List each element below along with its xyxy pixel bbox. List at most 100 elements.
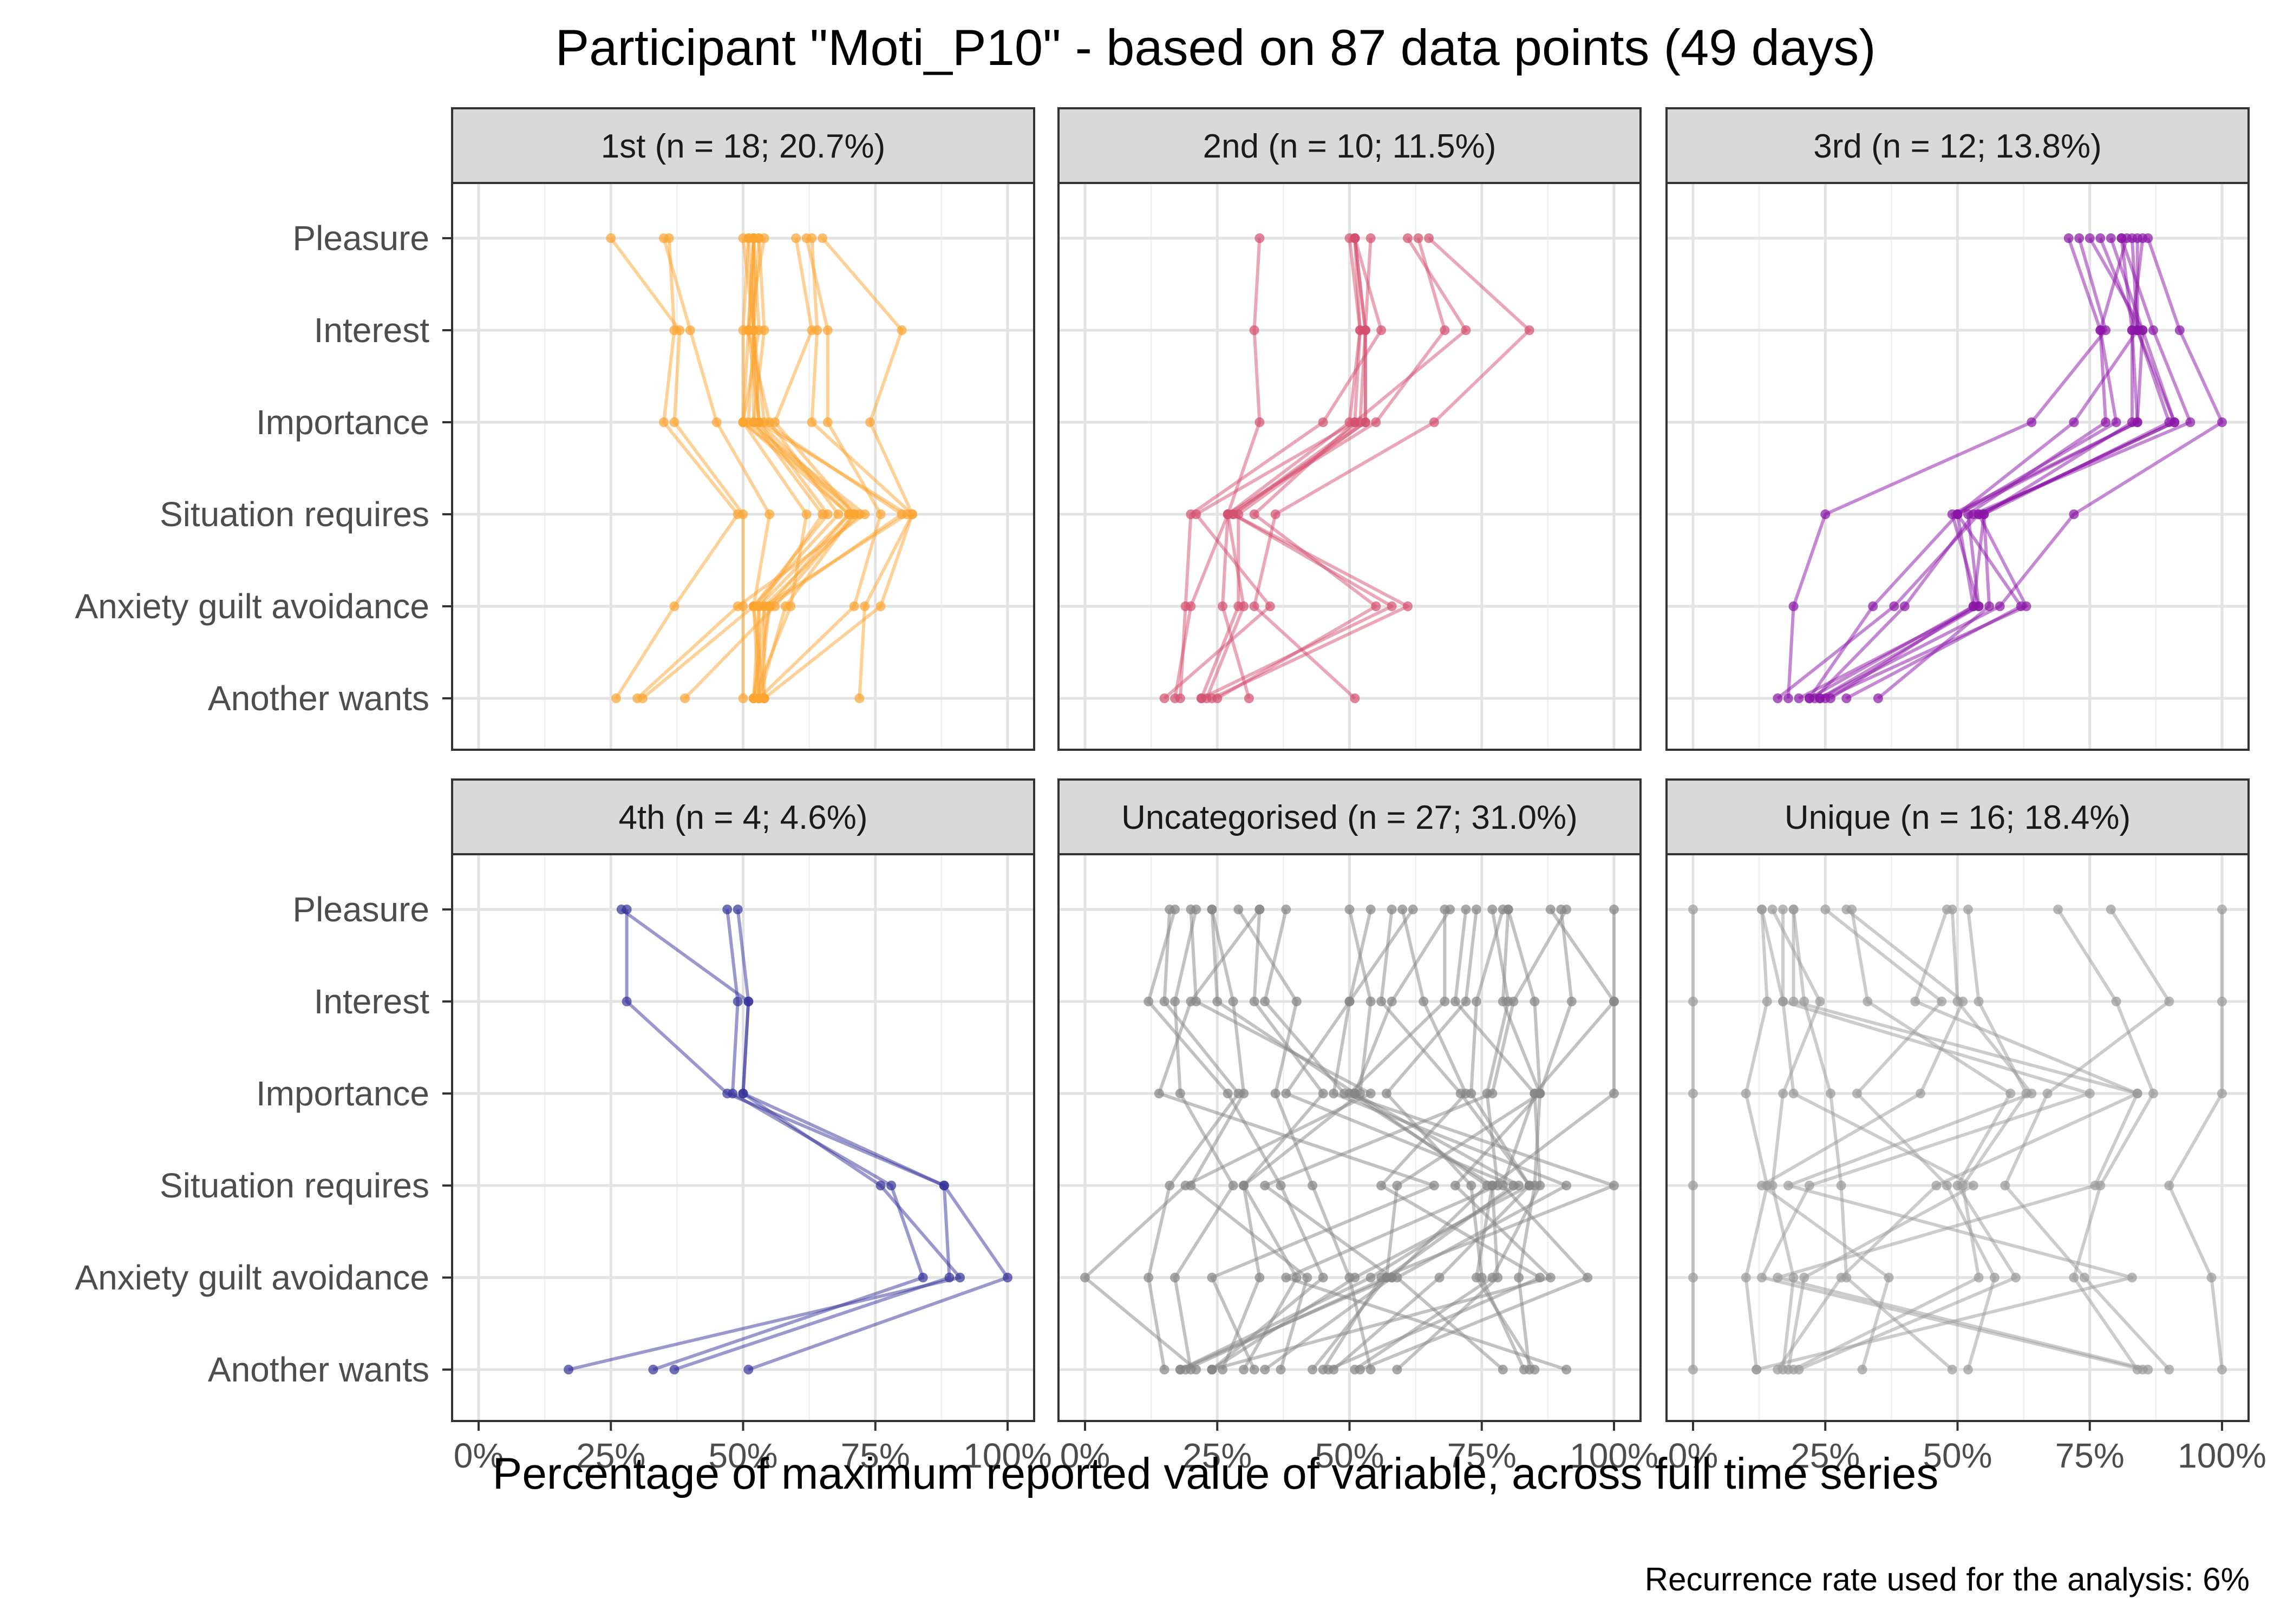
- data-point: [1788, 905, 1799, 914]
- series-line: [1793, 909, 2028, 1371]
- series-line: [1173, 909, 1235, 1370]
- facet-panel: 1st (n = 18; 20.7%) Pleasure Interest Impor…: [75, 107, 1035, 751]
- data-point: [1688, 1181, 1698, 1190]
- data-point: [1450, 997, 1460, 1006]
- data-point: [1450, 1181, 1460, 1190]
- x-tick-label: 50%: [1923, 1436, 1992, 1475]
- data-point: [1836, 1273, 1846, 1282]
- data-point: [860, 509, 870, 519]
- data-point: [1958, 997, 1968, 1006]
- data-point: [1270, 509, 1280, 519]
- facet-strip-label: 1st (n = 18; 20.7%): [601, 128, 886, 165]
- data-point: [1376, 1181, 1387, 1190]
- data-point: [1403, 233, 1413, 243]
- data-point: [1191, 997, 1201, 1006]
- facet-panel: 4th (n = 4; 4.6%) Pleasure Interest Importa…: [75, 778, 1052, 1475]
- series-line: [568, 908, 962, 1371]
- data-point: [1329, 1089, 1339, 1098]
- data-point: [1429, 1181, 1439, 1190]
- data-point: [1794, 693, 1804, 703]
- data-point: [2027, 1089, 2037, 1098]
- data-point: [1820, 905, 1831, 914]
- series-line: [1475, 909, 1616, 1371]
- data-point: [1440, 325, 1450, 335]
- data-point: [2000, 1181, 2010, 1190]
- data-point: [2164, 997, 2174, 1006]
- data-point: [1530, 997, 1540, 1006]
- data-point: [659, 417, 669, 427]
- data-point: [1561, 1181, 1572, 1190]
- data-point: [1466, 1181, 1476, 1190]
- facet-strip: [1665, 107, 2250, 184]
- data-point: [2170, 417, 2180, 427]
- data-point: [564, 1365, 574, 1374]
- data-point: [1815, 997, 1825, 1006]
- data-point: [1804, 1181, 1814, 1190]
- data-point: [1767, 1181, 1778, 1190]
- data-point: [2069, 1273, 2079, 1282]
- data-point: [1788, 1273, 1799, 1282]
- series-line: [1147, 909, 1240, 1370]
- data-point: [2042, 1089, 2053, 1098]
- y-tick-label: Importance: [256, 403, 429, 442]
- data-point: [1413, 233, 1423, 243]
- data-point: [2069, 417, 2079, 427]
- data-point: [1080, 1273, 1090, 1282]
- series-line: [2056, 908, 2155, 1371]
- data-point: [1826, 693, 1835, 703]
- series-line: [1263, 909, 1616, 1371]
- data-point: [1788, 601, 1799, 611]
- data-point: [2138, 325, 2148, 335]
- data-point: [1524, 325, 1534, 335]
- facet-panel: Unique (n = 16; 18.4%) 0% 25% 50% 75% 100%: [1665, 778, 2266, 1475]
- series-line: [1332, 908, 1569, 1371]
- data-point: [754, 325, 764, 335]
- data-point: [1276, 1181, 1286, 1190]
- data-point: [759, 693, 769, 703]
- x-tick-label: 25%: [1182, 1436, 1252, 1475]
- data-point: [764, 417, 775, 427]
- data-point: [2132, 1089, 2142, 1098]
- data-point: [1239, 1089, 1249, 1098]
- series-line: [1237, 908, 1373, 1370]
- data-point: [907, 509, 918, 519]
- series-line: [1178, 238, 1383, 699]
- series-line: [1808, 238, 2118, 699]
- data-point: [1783, 1365, 1793, 1374]
- data-point: [1254, 905, 1265, 914]
- data-point: [1741, 1089, 1751, 1098]
- data-point: [1498, 997, 1508, 1006]
- series-line: [763, 237, 914, 700]
- data-point: [1482, 1089, 1492, 1098]
- data-point: [738, 233, 748, 243]
- data-point: [1931, 1181, 1942, 1190]
- data-point: [822, 325, 833, 335]
- series-group: [1688, 905, 2227, 1374]
- series-line: [1760, 908, 1965, 1370]
- data-point: [1154, 1089, 1164, 1098]
- data-point: [1223, 1089, 1233, 1098]
- data-point: [1265, 601, 1275, 611]
- series-line: [1786, 238, 2108, 699]
- x-tick-label: 25%: [1791, 1436, 1860, 1475]
- data-point: [2069, 509, 2079, 519]
- data-point: [669, 601, 679, 611]
- x-tick-label: 25%: [576, 1436, 645, 1475]
- y-tick-label: Interest: [314, 311, 430, 350]
- data-point: [1344, 1273, 1355, 1282]
- data-point: [743, 1365, 754, 1374]
- data-point: [1143, 1273, 1154, 1282]
- data-point: [1186, 905, 1196, 914]
- data-point: [1249, 509, 1259, 519]
- y-tick-label: Importance: [256, 1074, 429, 1113]
- series-line: [1798, 909, 2017, 1371]
- data-point: [1376, 325, 1387, 335]
- data-point: [2053, 905, 2063, 914]
- data-point: [1989, 1273, 1999, 1282]
- data-point: [1381, 1273, 1391, 1282]
- data-point: [1440, 997, 1450, 1006]
- data-point: [1863, 997, 1873, 1006]
- data-point: [669, 1365, 679, 1374]
- data-point: [738, 509, 748, 519]
